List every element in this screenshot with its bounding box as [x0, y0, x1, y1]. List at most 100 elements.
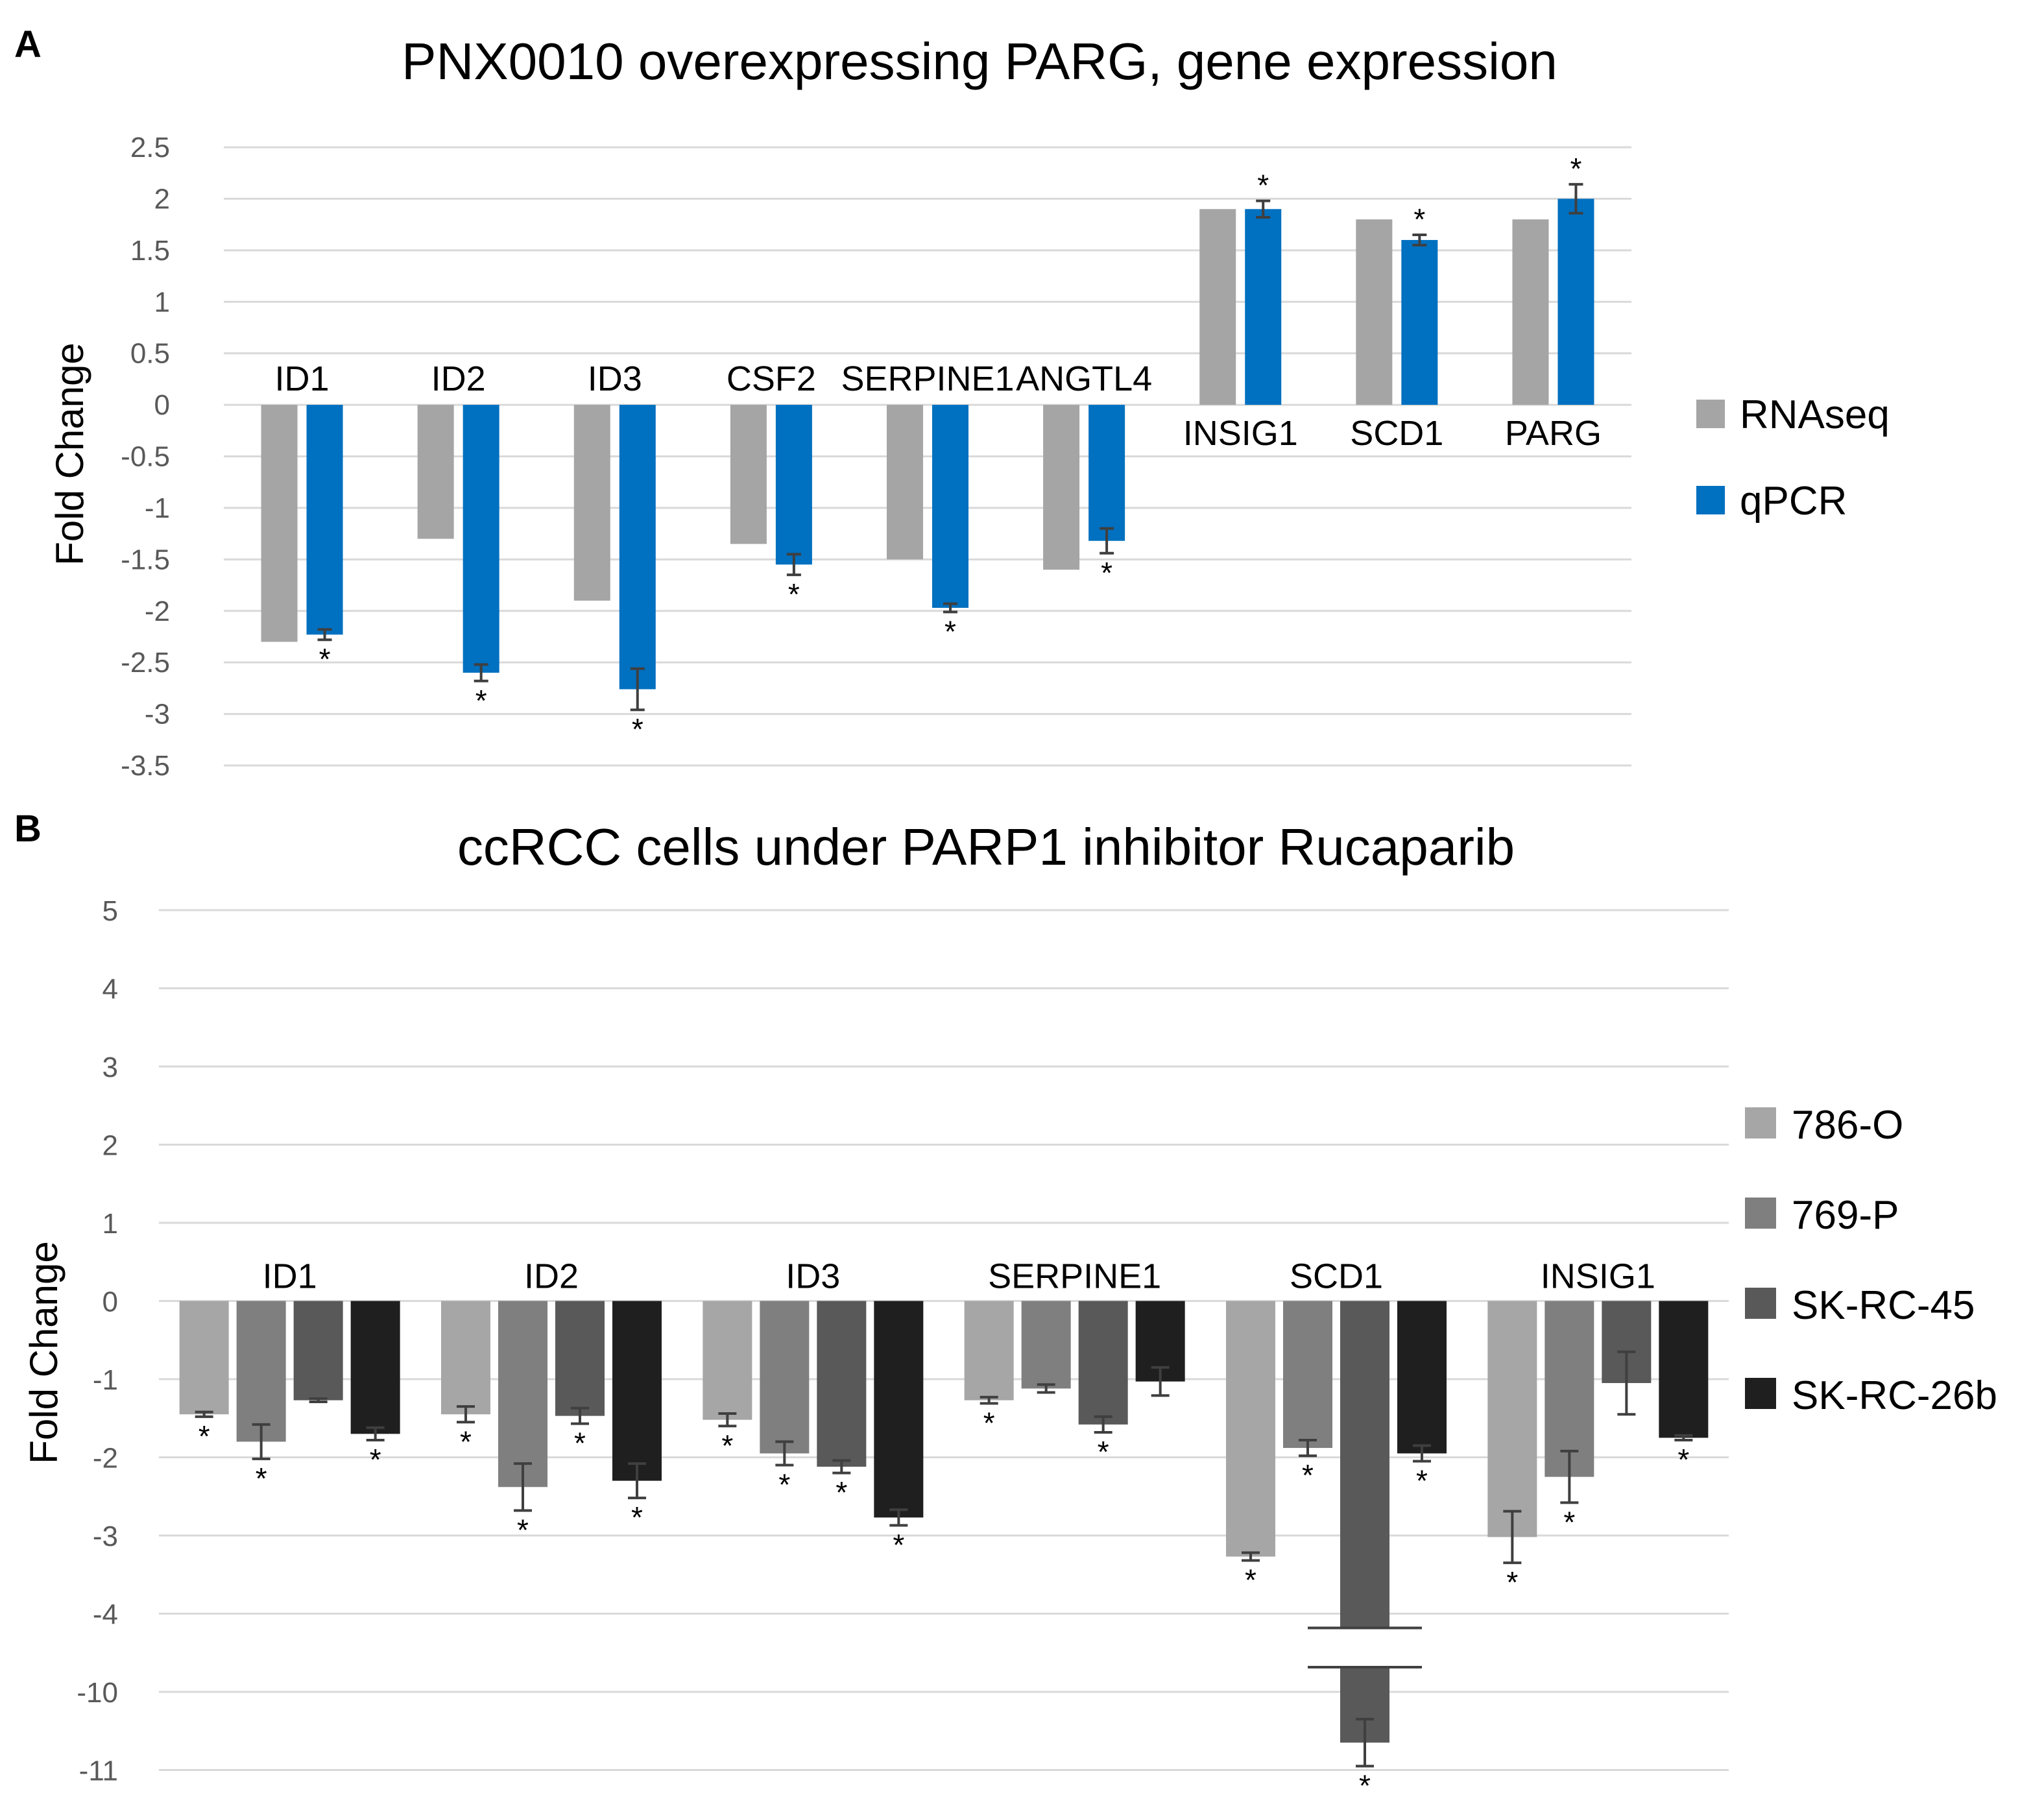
panel-b-legend: 786-O 769-P SK-RC-45 SK-RC-26b	[1745, 1103, 1997, 1418]
error-bar-id2-786-o	[457, 1405, 475, 1424]
panel-b-y-tick-label: -4	[93, 1599, 118, 1631]
significance-star-id3-qpcr: *	[632, 712, 643, 746]
panel-a-legend: RNAseq qPCR	[1696, 392, 1890, 524]
panel-a-y-tick-label: -1	[145, 492, 170, 524]
bar-id1-sk-rc-26b	[350, 1301, 400, 1434]
significance-star-serpine1-qpcr: *	[944, 614, 956, 648]
error-bar-id3-786-o	[718, 1412, 737, 1428]
bar-id2-rnaseq	[417, 405, 454, 539]
panel-a-y-axis-label: Fold Change	[48, 343, 91, 566]
error-bar-serpine1-qpcr	[943, 602, 957, 614]
bar-id1-786-o	[179, 1301, 229, 1415]
panel-a-y-tick-label: 0	[154, 389, 170, 421]
panel-b-bars: * * * * * * * * * * * * * * * * * * * *	[179, 1301, 1709, 1802]
panel-a-y-tick-label: -2.5	[121, 647, 170, 679]
panel-a-y-tick-label: 2	[154, 183, 170, 215]
panel-b-category-id2: ID2	[524, 1257, 579, 1296]
panel-a: A PNX0010 overexpressing PARG, gene expr…	[14, 23, 1890, 782]
bar-id2-786-o	[441, 1301, 490, 1415]
panel-b-y-tick-label: 3	[102, 1052, 118, 1083]
panel-a-category-id2: ID2	[431, 359, 486, 398]
legend-swatch-rnaseq	[1696, 400, 1725, 428]
significance-star-id3-sk-rc-45: *	[836, 1476, 847, 1510]
bar-insig1-rnaseq	[1199, 209, 1236, 405]
panel-a-bars: * * * * * * * * *	[261, 152, 1594, 746]
panel-a-category-id3: ID3	[588, 359, 642, 398]
bar-id1-rnaseq	[261, 405, 298, 642]
panel-b-title: ccRCC cells under PARP1 inhibitor Rucapa…	[457, 818, 1515, 876]
panel-b-y-tick-label: 4	[102, 974, 118, 1005]
significance-star-id2-786-o: *	[460, 1425, 472, 1458]
bar-id3-sk-rc-45	[817, 1301, 867, 1467]
significance-star-id2-769-p: *	[517, 1513, 529, 1547]
error-bar-id3-qpcr	[630, 667, 645, 712]
significance-star-insig1-sk-rc-26b: *	[1677, 1443, 1689, 1476]
panel-b-category-labels: ID1 ID2 ID3 SERPINE1 SCD1 INSIG1	[263, 1257, 1655, 1296]
panel-b: B ccRCC cells under PARP1 inhibitor Ruca…	[14, 808, 1997, 1802]
significance-star-id1-sk-rc-26b: *	[370, 1443, 381, 1476]
bar-id3-rnaseq	[573, 405, 610, 601]
panel-a-category-labels: ID1 ID2 ID3 CSF2 SERPINE1 ANGTL4 INSIG1 SCD1 PAR…	[275, 359, 1602, 453]
significance-star-id3-769-p: *	[778, 1468, 790, 1502]
panel-b-category-insig1: INSIG1	[1541, 1257, 1655, 1296]
significance-star-serpine1-sk-rc-45: *	[1098, 1435, 1109, 1469]
bar-id3-769-p	[760, 1301, 810, 1454]
bar-id3-sk-rc-26b	[874, 1301, 924, 1518]
bar-parg-qpcr	[1557, 199, 1594, 405]
error-bar-id1-786-o	[195, 1410, 213, 1418]
bar-id3-786-o	[703, 1301, 752, 1420]
panel-a-y-tick-label: -3.5	[121, 750, 170, 782]
panel-a-category-serpine1: SERPINE1	[841, 359, 1014, 398]
bar-scd1-769-p	[1283, 1301, 1332, 1449]
error-bar-id3-sk-rc-45	[832, 1459, 851, 1475]
bar-insig1-sk-rc-26b	[1659, 1301, 1709, 1438]
legend-label-sk-rc-45: SK-RC-45	[1792, 1283, 1975, 1328]
legend-label-786-o: 786-O	[1792, 1103, 1903, 1148]
legend-label-rnaseq: RNAseq	[1740, 392, 1890, 437]
bar-id1-sk-rc-45	[293, 1301, 343, 1401]
bar-serpine1-sk-rc-45	[1078, 1301, 1128, 1425]
error-bar-serpine1-sk-rc-45	[1094, 1415, 1112, 1434]
error-bar-id1-769-p	[252, 1423, 271, 1460]
panel-a-y-tick-label: -3	[145, 699, 170, 730]
error-bar-id1-qpcr	[317, 628, 332, 642]
error-bar-scd1-769-p	[1299, 1438, 1317, 1458]
significance-star-angtl4-qpcr: *	[1101, 556, 1112, 590]
bar-insig1-qpcr	[1245, 209, 1282, 405]
panel-a-category-id1: ID1	[275, 359, 330, 398]
significance-star-id1-786-o: *	[198, 1419, 210, 1453]
panel-b-y-tick-label: 5	[102, 895, 118, 927]
significance-star-id3-sk-rc-26b: *	[893, 1528, 904, 1561]
error-bar-insig1-qpcr	[1256, 199, 1271, 219]
bar-serpine1-769-p	[1021, 1301, 1071, 1389]
bar-id2-sk-rc-45	[555, 1301, 605, 1416]
error-bar-scd1-786-o	[1242, 1551, 1260, 1562]
panel-a-category-csf2: CSF2	[727, 359, 816, 398]
bar-id1-769-p	[236, 1301, 286, 1442]
significance-star-scd1-qpcr: *	[1413, 202, 1425, 236]
panel-a-y-tick-label: 1.5	[130, 235, 170, 267]
error-bar-id3-sk-rc-26b	[889, 1508, 908, 1527]
significance-star-scd1-sk-rc-45: *	[1359, 1768, 1371, 1802]
bar-serpine1-786-o	[964, 1301, 1014, 1401]
panel-b-category-scd1: SCD1	[1290, 1257, 1383, 1296]
panel-b-y-tick-label: 0	[102, 1286, 118, 1318]
bar-scd1-qpcr	[1401, 239, 1438, 405]
significance-star-id1-qpcr: *	[319, 642, 331, 676]
error-bar-scd1-sk-rc-26b	[1413, 1444, 1431, 1463]
significance-star-id3-786-o: *	[721, 1428, 733, 1462]
panel-b-y-tick-label: -2	[93, 1443, 118, 1475]
panel-a-gridlines	[224, 146, 1631, 767]
bar-id2-769-p	[498, 1301, 547, 1487]
error-bar-insig1-769-p	[1560, 1449, 1579, 1504]
error-bar-id2-769-p	[514, 1462, 532, 1512]
significance-star-id1-769-p: *	[256, 1462, 267, 1495]
error-bar-angtl4-qpcr	[1100, 527, 1114, 555]
panel-a-y-tick-label: 2.5	[130, 132, 170, 163]
error-bar-id2-sk-rc-26b	[628, 1462, 646, 1500]
panel-a-title: PNX0010 overexpressing PARG, gene expres…	[402, 32, 1557, 90]
legend-label-sk-rc-26b: SK-RC-26b	[1792, 1373, 1997, 1418]
significance-star-insig1-786-o: *	[1506, 1565, 1518, 1599]
legend-swatch-sk-rc-45	[1745, 1288, 1776, 1319]
